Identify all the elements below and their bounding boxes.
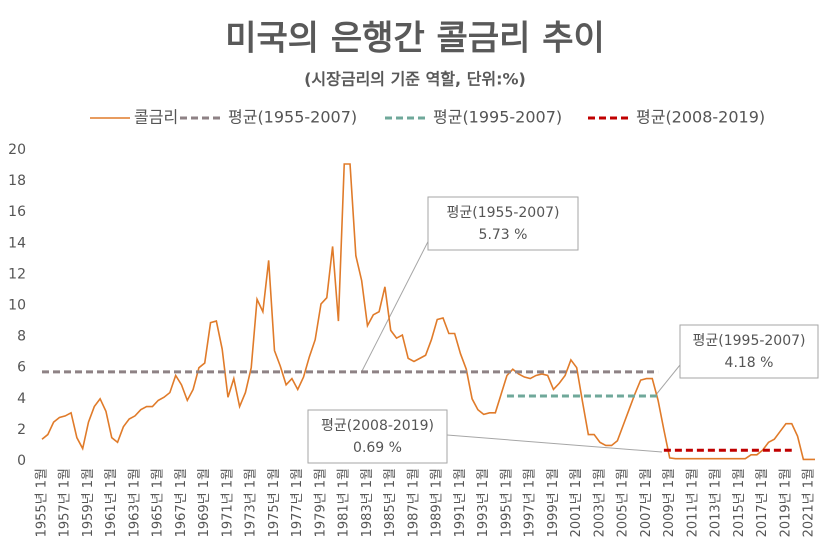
legend-label: 평균(2008-2019): [636, 108, 765, 127]
series-line: [41, 163, 815, 461]
y-tick-label: 20: [8, 142, 26, 158]
x-tick-label: 1957년 1월: [58, 468, 73, 537]
x-tick-label: 1969년 1월: [197, 468, 212, 537]
legend-label: 평균(1955-2007): [228, 108, 357, 127]
y-tick-label: 4: [17, 391, 26, 407]
y-tick-label: 14: [8, 235, 26, 251]
callout-leader: [446, 434, 663, 453]
chart-subtitle: (시장금리의 기준 역할, 단위:%): [304, 70, 526, 89]
x-tick-label: 1955년 1월: [35, 468, 50, 537]
callout-title: 평균(1955-2007): [447, 205, 560, 221]
x-tick-label: 2013년 1월: [709, 468, 724, 537]
callout-box: [427, 196, 579, 251]
y-tick-label: 12: [8, 266, 26, 282]
x-tick-label: 1999년 1월: [546, 468, 561, 537]
x-tick-label: 1965년 1월: [151, 468, 166, 537]
callout-title: 평균(1995-2007): [693, 333, 806, 349]
x-tick-label: 2003년 1월: [592, 468, 607, 537]
legend-label: 평균(1995-2007): [433, 108, 562, 127]
callout-leader: [361, 221, 439, 372]
x-tick-label: 1973년 1월: [244, 468, 259, 537]
x-tick-label: 1989년 1월: [430, 468, 445, 537]
x-tick-label: 2017년 1월: [755, 468, 770, 537]
x-tick-label: 2015년 1월: [732, 468, 747, 537]
y-tick-label: 2: [17, 422, 26, 438]
callout-box: [307, 409, 448, 464]
y-tick-label: 0: [17, 453, 26, 469]
x-tick-label: 1963년 1월: [127, 468, 142, 537]
callout-value: 5.73 %: [479, 227, 528, 243]
y-tick-label: 6: [17, 360, 26, 376]
callout-leader: [654, 364, 681, 397]
x-tick-label: 1967년 1월: [174, 468, 189, 537]
x-tick-label: 1975년 1월: [267, 468, 282, 537]
x-tick-label: 2011년 1월: [685, 468, 700, 537]
callout-value: 0.69 %: [353, 440, 402, 456]
x-tick-label: 1997년 1월: [523, 468, 538, 537]
x-tick-label: 1993년 1월: [476, 468, 491, 537]
x-tick-label: 2019년 1월: [778, 468, 793, 537]
callout-title: 평균(2008-2019): [321, 418, 434, 434]
callout-box: [679, 324, 819, 379]
y-tick-label: 10: [8, 298, 26, 314]
x-tick-label: 1977년 1월: [290, 468, 305, 537]
chart-title: 미국의 은행간 콜금리 추이: [225, 19, 605, 59]
x-tick-label: 2009년 1월: [662, 468, 677, 537]
x-tick-label: 2001년 1월: [569, 468, 584, 537]
x-tick-label: 1991년 1월: [453, 468, 468, 537]
x-tick-label: 1979년 1월: [313, 468, 328, 537]
x-tick-label: 2007년 1월: [639, 468, 654, 537]
x-tick-label: 1987년 1월: [406, 468, 421, 537]
y-tick-label: 18: [8, 173, 26, 189]
x-tick-label: 1961년 1월: [104, 468, 119, 537]
y-tick-label: 8: [17, 329, 26, 345]
x-tick-label: 1983년 1월: [360, 468, 375, 537]
callout-value: 4.18 %: [725, 355, 774, 371]
x-tick-label: 1959년 1월: [81, 468, 96, 537]
legend-label: 콜금리: [134, 108, 178, 127]
x-tick-label: 1981년 1월: [337, 468, 352, 537]
x-tick-label: 1995년 1월: [499, 468, 514, 537]
x-tick-label: 2005년 1월: [616, 468, 631, 537]
y-tick-label: 16: [8, 204, 26, 220]
x-tick-label: 2021년 1월: [802, 468, 817, 537]
x-tick-label: 1985년 1월: [383, 468, 398, 537]
x-tick-label: 1971년 1월: [220, 468, 235, 537]
